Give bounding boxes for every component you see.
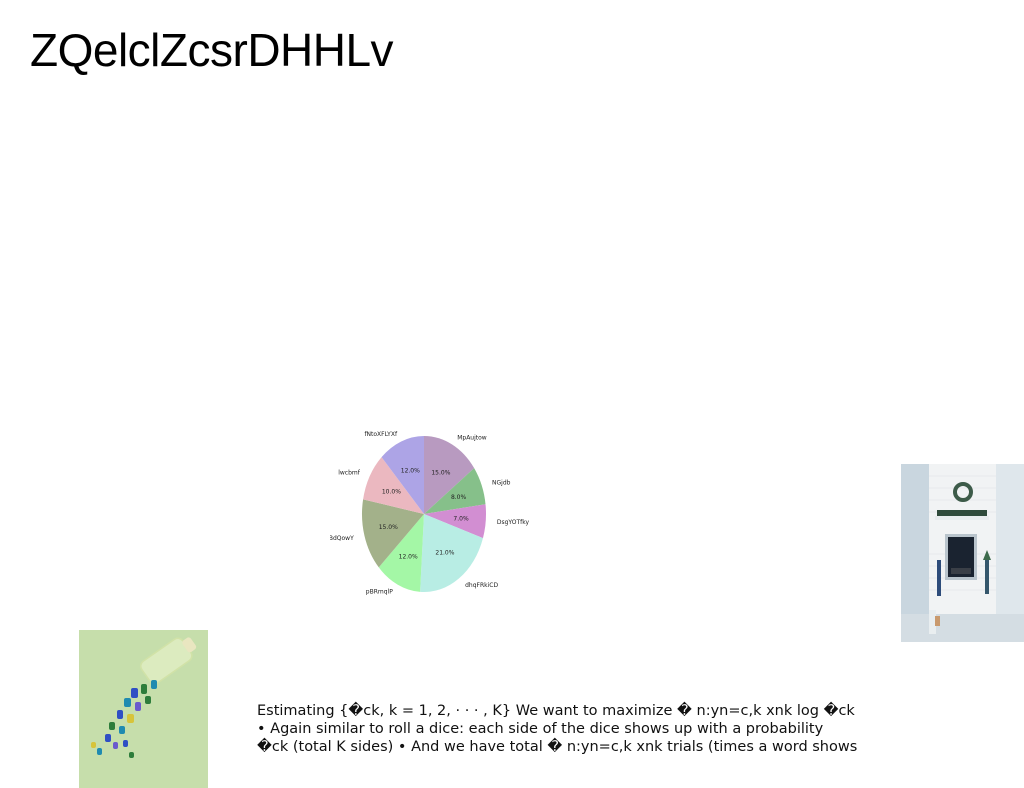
pie-pct-label: 8.0% — [451, 494, 467, 501]
pie-slice-fNtoXFLYXf — [381, 436, 424, 514]
fireplace-photo — [901, 464, 1024, 642]
paragraph-line: • Again similar to roll a dice: each sid… — [257, 721, 824, 737]
pie-category-label: NGjdb — [492, 479, 511, 486]
pie-pct-label: 12.0% — [401, 467, 420, 474]
pie-pct-label: 12.0% — [399, 553, 418, 560]
pie-chart: 15.0% MpAujtow 8.0% NGjdb 7.0% DsgYOTfky 21.0%… — [330, 425, 530, 600]
pie-pct-label: 15.0% — [431, 469, 450, 476]
pie-category-label: MpAujtow — [457, 435, 487, 442]
pie-pct-label: 10.0% — [382, 488, 401, 495]
pie-slice-DsgYOTfky — [424, 504, 486, 539]
paragraph-line: Estimating {�ck, k = 1, 2, · · · , K} We… — [257, 703, 855, 719]
pie-pct-label: 7.0% — [453, 515, 469, 522]
pie-slice-MpAujtow — [424, 436, 475, 514]
pie-chart-svg: 15.0% MpAujtow 8.0% NGjdb 7.0% DsgYOTfky 21.0%… — [330, 431, 530, 596]
pie-category-label: nBdQowY — [330, 535, 354, 542]
pie-category-label: DsgYOTfky — [497, 519, 530, 526]
pie-category-label: dhqFRkiCD — [465, 582, 498, 589]
pie-slice-NGjdb — [424, 468, 486, 514]
spilled-bottle-photo — [79, 630, 208, 788]
pie-slice-lwcbmf — [363, 457, 424, 514]
pie-slice-nBdQowY — [362, 499, 424, 568]
pie-slice-pBRmqlP — [378, 514, 424, 592]
paragraph-line: �ck (total K sides) • And we have total … — [257, 739, 858, 755]
body-paragraph: Estimating {�ck, k = 1, 2, · · · , K} We… — [257, 702, 857, 756]
pie-category-label: lwcbmf — [338, 470, 361, 477]
pie-category-label: pBRmqlP — [366, 589, 393, 596]
pie-pct-label: 15.0% — [379, 524, 398, 531]
page-title: ZQelclZcsrDHHLv — [30, 24, 394, 76]
pie-category-label: fNtoXFLYXf — [364, 431, 398, 438]
pie-pct-label: 21.0% — [435, 550, 454, 557]
pie-slice-dhqFRkiCD — [420, 514, 483, 592]
